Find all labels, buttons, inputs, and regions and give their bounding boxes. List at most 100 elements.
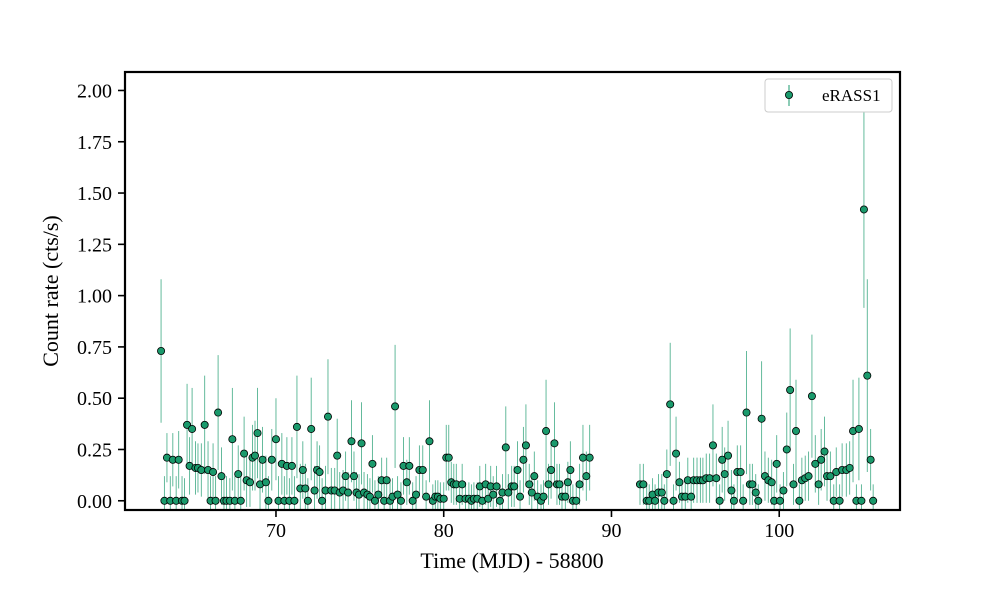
data-point — [393, 490, 402, 499]
data-point — [666, 400, 675, 409]
data-point — [772, 459, 781, 468]
y-tick-label: 2.00 — [77, 80, 112, 102]
data-point — [214, 408, 223, 417]
data-point — [240, 449, 249, 458]
data-point — [228, 435, 237, 444]
data-point — [347, 437, 356, 446]
data-point — [863, 371, 872, 380]
data-point — [724, 451, 733, 460]
data-point — [866, 455, 875, 464]
x-tick-label: 80 — [434, 520, 454, 542]
data-point — [349, 472, 358, 481]
data-point — [708, 441, 717, 450]
y-tick-label: 0.75 — [77, 337, 112, 359]
data-point — [525, 480, 534, 489]
data-point — [245, 478, 254, 487]
data-point — [527, 488, 536, 497]
data-point — [555, 480, 564, 489]
data-point — [211, 496, 220, 505]
x-axis-ticks: 70 80 90 100 — [266, 510, 794, 542]
data-point — [539, 492, 548, 501]
data-point — [639, 480, 648, 489]
y-axis-label: Count rate (cts/s) — [38, 215, 63, 367]
data-point — [264, 496, 273, 505]
data-point — [188, 424, 197, 433]
data-point — [675, 478, 684, 487]
data-point — [157, 347, 166, 356]
data-point — [368, 459, 377, 468]
data-point — [382, 476, 391, 485]
data-point — [217, 472, 226, 481]
data-point — [748, 480, 757, 489]
data-point — [817, 455, 826, 464]
data-point — [767, 478, 776, 487]
data-point — [180, 496, 189, 505]
data-point — [251, 451, 260, 460]
data-point — [439, 494, 448, 503]
data-point — [458, 480, 467, 489]
data-point — [561, 492, 570, 501]
data-point — [662, 470, 671, 479]
data-point — [566, 465, 575, 474]
data-point — [261, 478, 270, 487]
data-point — [402, 478, 411, 487]
x-tick-label: 90 — [601, 520, 621, 542]
y-tick-label: 1.50 — [77, 183, 112, 205]
data-point — [807, 392, 816, 401]
data-point — [791, 427, 800, 436]
data-point — [267, 455, 276, 464]
data-point — [489, 490, 498, 499]
data-point — [405, 461, 414, 470]
data-point — [287, 461, 296, 470]
data-point — [290, 496, 299, 505]
y-axis-ticks: 0.00 0.25 0.50 0.75 1.00 1.25 1.50 1.75 2.00 — [77, 80, 125, 513]
data-point — [200, 420, 209, 429]
data-point — [174, 455, 183, 464]
data-point — [729, 496, 738, 505]
data-point — [542, 427, 551, 436]
data-point — [370, 496, 379, 505]
data-point — [513, 465, 522, 474]
data-point — [857, 496, 866, 505]
data-point — [727, 486, 736, 495]
data-point — [547, 465, 556, 474]
y-tick-label: 0.00 — [77, 491, 112, 513]
data-point — [408, 496, 417, 505]
data-point — [811, 459, 820, 468]
data-point — [504, 488, 513, 497]
data-point — [720, 470, 729, 479]
x-tick-label: 100 — [764, 520, 794, 542]
data-point — [234, 470, 243, 479]
data-point — [301, 484, 310, 493]
data-point — [341, 472, 350, 481]
data-point — [396, 496, 405, 505]
data-point — [253, 429, 262, 438]
data-point — [374, 490, 383, 499]
data-point — [333, 451, 342, 460]
legend-label: eRASS1 — [822, 86, 881, 105]
data-point — [585, 453, 594, 462]
data-point — [757, 414, 766, 423]
data-point — [425, 437, 434, 446]
data-point — [786, 385, 795, 394]
data-point — [669, 496, 678, 505]
data-point — [422, 492, 431, 501]
data-point — [739, 496, 748, 505]
y-tick-label: 1.00 — [77, 286, 112, 308]
data-point — [804, 472, 813, 481]
data-point — [578, 453, 587, 462]
y-tick-label: 0.25 — [77, 439, 112, 461]
data-point — [742, 408, 751, 417]
data-point — [519, 455, 528, 464]
data-point — [572, 496, 581, 505]
data-point — [197, 465, 206, 474]
legend-box — [764, 78, 893, 113]
data-point — [298, 465, 307, 474]
data-point — [859, 205, 868, 214]
data-point — [705, 474, 714, 483]
y-tick-label: 1.75 — [77, 132, 112, 154]
data-point — [510, 482, 519, 491]
y-tick-label: 1.25 — [77, 234, 112, 256]
data-point — [303, 496, 312, 505]
data-point — [776, 496, 785, 505]
